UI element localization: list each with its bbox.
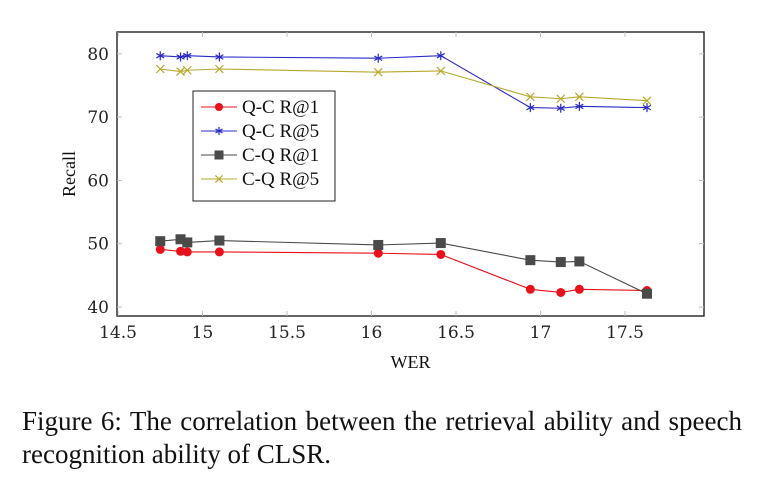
data-point-q-c-r-1 [525,284,535,294]
data-point-q-c-r-1 [155,244,165,254]
x-axis-ticks: 14.5 15 15.5 16 16.5 17 17.5 [99,32,644,343]
legend-label: Q-C R@1 [242,97,319,118]
legend-entry-q-c-r-5: Q-C R@5 [201,121,319,142]
data-point-q-c-r-1 [436,249,446,259]
x-tick-label: 16 [361,323,383,343]
legend-entry-c-q-r-5: C-Q R@5 [201,169,319,190]
series-line-q-c-r-5 [160,55,647,109]
data-point-q-c-r-5 [642,103,652,113]
y-axis-ticks: 40 50 60 70 80 [87,45,704,318]
x-tick-label: 16.5 [437,323,475,343]
legend-entry-c-q-r-1: C-Q R@1 [201,145,319,166]
legend-label: C-Q R@1 [242,145,319,166]
x-axis-label: WER [391,352,431,372]
legend-marker-square-icon [214,150,224,160]
data-point-c-q-r-1 [435,238,446,249]
series-q-c-r-5 [156,51,652,113]
data-point-c-q-r-5 [373,67,383,77]
data-point-q-c-r-1 [182,247,192,257]
legend-label: Q-C R@5 [242,121,319,142]
legend-marker-circle-icon [214,102,224,112]
data-point-q-c-r-5 [526,103,535,113]
y-tick-label: 80 [87,45,109,65]
figure-caption: Figure 6: The correlation between the re… [22,406,742,469]
data-point-c-q-r-5 [525,92,535,102]
data-point-q-c-r-1 [373,248,383,258]
data-point-q-c-r-5 [183,51,192,61]
data-point-c-q-r-5 [155,64,165,74]
data-point-c-q-r-1 [525,255,536,266]
data-point-q-c-r-5 [556,103,565,113]
y-axis-label: Recall [59,151,79,197]
data-point-c-q-r-1 [155,236,166,247]
legend-marker-star-icon [215,126,223,136]
data-point-c-q-r-1 [574,256,585,267]
data-point-c-q-r-1 [555,257,566,268]
data-point-c-q-r-5 [642,96,652,106]
series-layer [155,51,652,299]
data-point-c-q-r-1 [214,235,225,246]
data-point-c-q-r-1 [175,234,186,245]
data-point-q-c-r-5 [374,53,383,63]
data-point-c-q-r-1 [182,237,193,248]
data-point-c-q-r-5 [182,65,192,75]
data-point-q-c-r-1 [176,246,186,256]
data-point-q-c-r-1 [556,287,566,297]
data-point-q-c-r-5 [436,51,445,61]
series-c-q-r-1 [155,234,652,299]
x-tick-label: 15.5 [268,323,306,343]
data-point-q-c-r-5 [156,51,165,61]
data-point-q-c-r-5 [176,52,185,62]
series-line-c-q-r-5 [160,68,648,102]
legend-marker-x-icon [214,174,224,184]
y-tick-label: 60 [87,171,109,191]
data-point-q-c-r-5 [575,101,584,111]
series-q-c-r-1 [155,244,652,297]
data-point-c-q-r-5 [176,67,185,76]
data-point-c-q-r-5 [574,92,584,102]
legend: Q-C R@1 Q-C R@5 C-Q R@1 C-Q R@5 [192,90,336,202]
legend-entry-q-c-r-1: Q-C R@1 [201,97,319,118]
recall-vs-wer-chart: 14.5 15 15.5 16 16.5 17 17.5 40 50 60 70 80 WER Re… [59,31,705,372]
legend-label: C-Q R@5 [242,169,319,190]
x-tick-label: 17.5 [606,323,644,343]
x-tick-label: 17 [530,323,552,343]
y-tick-label: 50 [87,235,109,255]
data-point-c-q-r-5 [436,66,446,76]
data-point-c-q-r-5 [214,64,224,74]
data-point-c-q-r-1 [641,288,652,299]
data-point-q-c-r-1 [214,247,224,257]
x-tick-label: 15 [192,323,214,343]
data-point-c-q-r-5 [556,94,566,104]
x-tick-label: 14.5 [99,323,137,343]
y-tick-label: 40 [87,298,109,318]
data-point-c-q-r-1 [373,239,384,250]
data-point-q-c-r-1 [574,284,584,294]
series-c-q-r-5 [155,64,652,106]
y-tick-label: 70 [87,108,109,128]
data-point-q-c-r-5 [215,52,224,62]
